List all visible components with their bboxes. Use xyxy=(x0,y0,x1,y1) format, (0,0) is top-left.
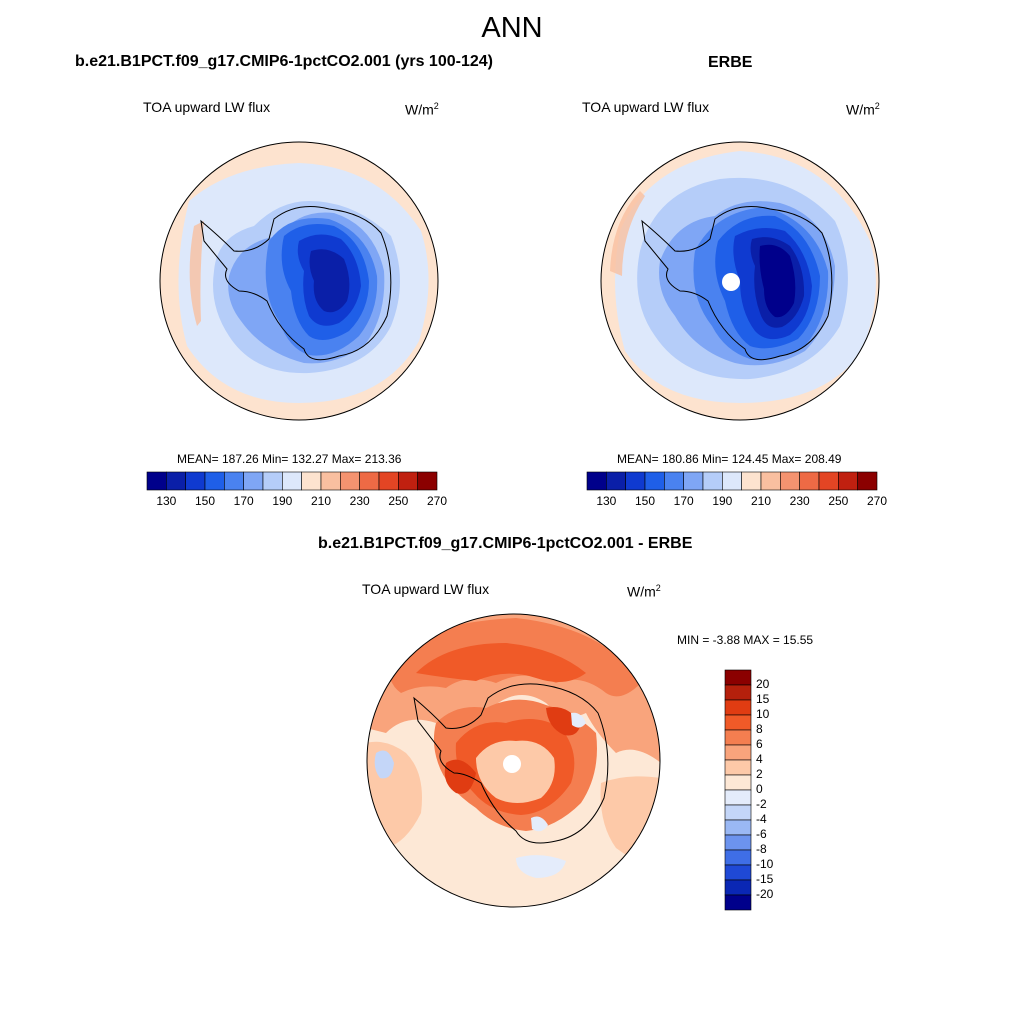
colorbar-box xyxy=(625,471,646,491)
colorbar-box xyxy=(146,471,167,491)
colorbar-box xyxy=(606,471,626,491)
colorbar-box xyxy=(664,471,684,491)
colorbar-box xyxy=(838,471,858,491)
model-colorbar xyxy=(146,471,438,491)
colorbar-box xyxy=(724,684,752,701)
colorbar-box xyxy=(799,471,820,491)
obs-polar-map xyxy=(600,141,880,421)
obs-variable-label: TOA upward LW flux xyxy=(582,99,710,115)
colorbar-tick-label: -20 xyxy=(756,887,774,901)
colorbar-box xyxy=(301,471,322,491)
colorbar-box xyxy=(724,744,752,761)
colorbar-box xyxy=(378,471,399,491)
colorbar-box xyxy=(185,471,206,491)
colorbar-tick-label: 2 xyxy=(756,767,763,781)
colorbar-tick-label: -4 xyxy=(756,812,767,826)
colorbar-box xyxy=(818,471,839,491)
colorbar-tick-label: 190 xyxy=(272,494,293,508)
colorbar-box xyxy=(724,729,752,746)
colorbar-box xyxy=(780,471,800,491)
colorbar-box xyxy=(224,471,244,491)
colorbar-box xyxy=(724,699,752,716)
model-panel-title: b.e21.B1PCT.f09_g17.CMIP6-1pctCO2.001 (y… xyxy=(75,53,493,70)
colorbar-tick-label: 170 xyxy=(673,494,694,508)
model-units-label: W/m2 xyxy=(405,101,439,118)
colorbar-tick-label: 250 xyxy=(388,494,409,508)
colorbar-box xyxy=(243,471,264,491)
colorbar-tick-label: 130 xyxy=(596,494,617,508)
colorbar-box xyxy=(359,471,380,491)
diff-variable-label: TOA upward LW flux xyxy=(362,581,490,597)
colorbar-tick-label: -6 xyxy=(756,827,767,841)
model-stats: MEAN= 187.26 Min= 132.27 Max= 213.36 xyxy=(177,452,402,466)
colorbar-tick-label: 230 xyxy=(789,494,810,508)
colorbar-box xyxy=(760,471,781,491)
diff-stats: MIN = -3.88 MAX = 15.55 xyxy=(677,633,814,647)
colorbar-box xyxy=(724,849,752,866)
diff-units-label: W/m2 xyxy=(627,583,661,600)
colorbar-tick-label: 250 xyxy=(828,494,849,508)
colorbar-tick-label: 20 xyxy=(756,677,770,691)
colorbar-tick-label: 270 xyxy=(866,494,888,508)
obs-units-label: W/m2 xyxy=(846,101,880,118)
colorbar-tick-label: 150 xyxy=(194,494,216,508)
colorbar-box xyxy=(586,471,607,491)
colorbar-box xyxy=(722,471,742,491)
colorbar-tick-label: 190 xyxy=(712,494,733,508)
colorbar-tick-label: 0 xyxy=(756,782,763,796)
colorbar-tick-label: 8 xyxy=(756,722,763,736)
colorbar-box xyxy=(724,669,752,686)
colorbar-box xyxy=(320,471,341,491)
diff-polar-map xyxy=(366,613,661,908)
colorbar-box xyxy=(741,471,762,491)
colorbar-tick-label: 6 xyxy=(756,737,763,751)
colorbar-tick-label: 150 xyxy=(634,494,656,508)
colorbar-box xyxy=(417,471,438,491)
model-polar-map xyxy=(159,141,439,421)
colorbar-box xyxy=(398,471,418,491)
colorbar-tick-label: 210 xyxy=(310,494,332,508)
diff-panel-title: b.e21.B1PCT.f09_g17.CMIP6-1pctCO2.001 - … xyxy=(318,535,693,552)
colorbar-tick-label: -10 xyxy=(756,857,774,871)
colorbar-box xyxy=(724,879,752,896)
colorbar-tick-label: 10 xyxy=(756,707,770,721)
colorbar-tick-label: 130 xyxy=(156,494,177,508)
diff-colorbar xyxy=(724,669,752,911)
colorbar-box xyxy=(340,471,360,491)
colorbar-tick-label: 210 xyxy=(750,494,772,508)
obs-panel-title: ERBE xyxy=(708,54,753,71)
colorbar-tick-label: -15 xyxy=(756,872,774,886)
colorbar-box xyxy=(724,834,752,851)
colorbar-tick-label: 15 xyxy=(756,692,770,706)
colorbar-box xyxy=(724,714,752,731)
pole-hole-icon xyxy=(722,273,740,291)
colorbar-box xyxy=(262,471,283,491)
colorbar-box xyxy=(204,471,225,491)
colorbar-box xyxy=(724,759,752,776)
obs-stats: MEAN= 180.86 Min= 124.45 Max= 208.49 xyxy=(617,452,842,466)
colorbar-box xyxy=(166,471,186,491)
model-variable-label: TOA upward LW flux xyxy=(143,99,271,115)
page-title: ANN xyxy=(481,12,543,44)
colorbar-box xyxy=(644,471,665,491)
colorbar-box xyxy=(724,894,752,911)
colorbar-box xyxy=(724,789,752,806)
colorbar-tick-label: 4 xyxy=(756,752,763,766)
colorbar-tick-label: -2 xyxy=(756,797,767,811)
colorbar-tick-label: 230 xyxy=(349,494,370,508)
colorbar-tick-label: 170 xyxy=(233,494,254,508)
colorbar-box xyxy=(683,471,704,491)
pole-hole-icon xyxy=(503,755,521,773)
colorbar-box xyxy=(724,774,752,791)
colorbar-box xyxy=(724,864,752,881)
colorbar-box xyxy=(282,471,302,491)
colorbar-box xyxy=(857,471,878,491)
colorbar-box xyxy=(724,819,752,836)
obs-colorbar xyxy=(586,471,878,491)
colorbar-box xyxy=(724,804,752,821)
colorbar-tick-label: 270 xyxy=(426,494,448,508)
colorbar-box xyxy=(702,471,723,491)
colorbar-tick-label: -8 xyxy=(756,842,767,856)
